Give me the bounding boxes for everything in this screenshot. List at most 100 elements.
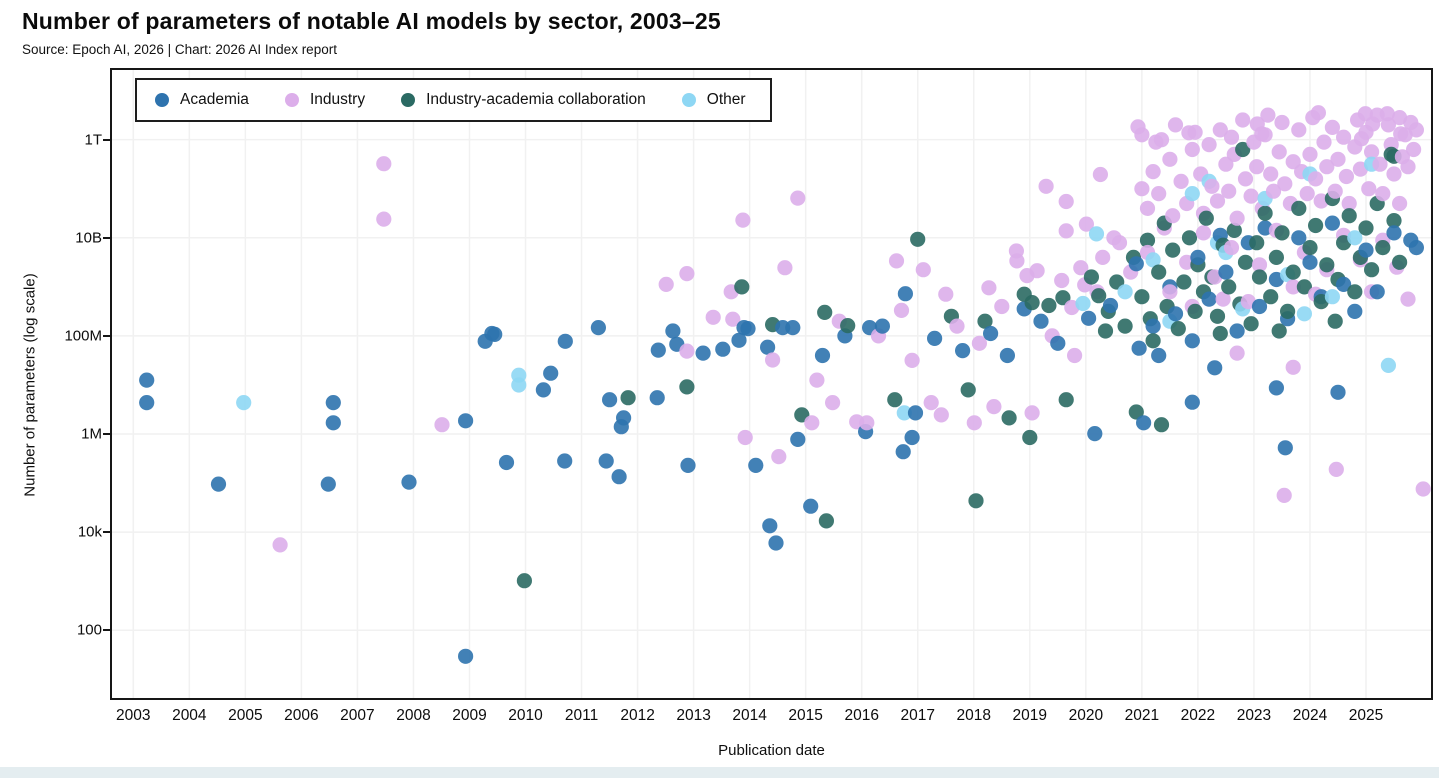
scatter-point bbox=[1055, 290, 1071, 306]
scatter-point bbox=[790, 431, 806, 447]
legend-label: Industry-academia collaboration bbox=[426, 91, 646, 108]
scatter-point bbox=[679, 343, 695, 359]
scatter-point bbox=[740, 321, 756, 337]
scatter-point bbox=[1265, 183, 1282, 199]
gridlines bbox=[112, 70, 1431, 698]
scatter-point bbox=[1336, 276, 1352, 292]
scatter-point bbox=[893, 302, 910, 318]
scatter-point bbox=[325, 395, 341, 411]
scatter-point bbox=[1226, 222, 1242, 238]
x-tick-label: 2016 bbox=[844, 707, 879, 724]
x-tick-label: 2025 bbox=[1348, 707, 1384, 724]
scatter-point bbox=[1009, 253, 1025, 269]
scatter-point bbox=[1145, 252, 1161, 268]
scatter-point bbox=[139, 395, 155, 411]
scatter-point bbox=[1195, 225, 1212, 241]
scatter-point bbox=[1347, 303, 1363, 319]
scatter-point bbox=[1184, 141, 1200, 158]
scatter-point bbox=[1024, 295, 1040, 311]
scatter-point bbox=[804, 415, 820, 431]
x-tick-label: 2014 bbox=[732, 707, 767, 724]
page-title: Number of parameters of notable AI model… bbox=[22, 8, 721, 34]
scatter-point bbox=[960, 382, 976, 398]
scatter-point bbox=[790, 190, 806, 206]
legend-label: Industry bbox=[309, 91, 366, 108]
scatter-point bbox=[1058, 223, 1074, 239]
scatter-point bbox=[616, 410, 632, 426]
scatter-point bbox=[1024, 405, 1040, 421]
scatter-point bbox=[1372, 156, 1388, 172]
x-tick-label: 2006 bbox=[284, 707, 319, 724]
scatter-point bbox=[1408, 122, 1424, 138]
scatter-point bbox=[1218, 264, 1234, 280]
scatter-point bbox=[1330, 151, 1346, 167]
scatter-point bbox=[825, 395, 841, 411]
scatter-point bbox=[1299, 186, 1315, 202]
scatter-point bbox=[272, 537, 288, 553]
x-tick-label: 2017 bbox=[900, 707, 935, 724]
y-tick-label: 1M bbox=[81, 425, 102, 443]
scatter-point bbox=[1139, 232, 1156, 248]
scatter-point bbox=[1358, 242, 1374, 258]
scatter-point bbox=[1268, 380, 1284, 396]
scatter-point bbox=[1380, 117, 1396, 133]
scatter-point bbox=[1215, 291, 1231, 307]
scatter-point bbox=[320, 476, 336, 492]
scatter-point bbox=[1341, 195, 1357, 212]
x-tick-label: 2015 bbox=[788, 707, 823, 724]
scatter-point bbox=[1058, 193, 1074, 210]
scatter-point bbox=[1153, 132, 1170, 148]
scatter-point bbox=[1170, 321, 1186, 337]
scatter-point bbox=[1251, 298, 1268, 315]
scatter-point bbox=[859, 415, 875, 431]
scatter-point bbox=[938, 286, 954, 302]
scatter-point bbox=[1050, 335, 1066, 351]
scatter-point bbox=[1134, 181, 1150, 197]
scatter-point bbox=[731, 332, 747, 348]
scatter-point bbox=[1162, 284, 1178, 300]
x-tick-label: 2007 bbox=[340, 707, 375, 724]
legend-label: Academia bbox=[180, 91, 249, 108]
scatter-point bbox=[1263, 166, 1279, 182]
scatter-point bbox=[511, 377, 527, 393]
scatter-point bbox=[1176, 274, 1192, 290]
scatter-point bbox=[1083, 269, 1099, 285]
scatter-point bbox=[1237, 171, 1254, 187]
scatter-point bbox=[923, 395, 939, 411]
scatter-point bbox=[1235, 112, 1251, 128]
academia-dot-icon bbox=[155, 93, 169, 107]
scatter-point bbox=[897, 286, 914, 302]
scatter-point bbox=[695, 345, 711, 361]
scatter-point bbox=[1212, 325, 1228, 342]
scatter-point bbox=[1165, 208, 1181, 224]
scatter-point bbox=[955, 343, 971, 359]
scatter-point bbox=[809, 372, 825, 388]
scatter-point bbox=[1167, 117, 1184, 133]
y-tick-mark bbox=[103, 138, 110, 141]
scatter-point bbox=[1184, 186, 1200, 202]
scatter-point bbox=[1327, 313, 1343, 329]
y-tick-mark bbox=[103, 433, 110, 436]
scatter-point bbox=[927, 330, 943, 346]
scatter-point bbox=[1369, 284, 1385, 300]
y-tick-mark bbox=[103, 531, 110, 534]
scatter-point bbox=[658, 276, 674, 292]
y-tick-label: 1T bbox=[84, 131, 102, 149]
x-tick-label: 2018 bbox=[956, 707, 992, 724]
scatter-point bbox=[1111, 235, 1128, 251]
scatter-point bbox=[1237, 254, 1254, 270]
scatter-point bbox=[1310, 105, 1326, 121]
scatter-point bbox=[1291, 200, 1307, 216]
scatter-point bbox=[1316, 134, 1332, 150]
x-tick-label: 2023 bbox=[1236, 707, 1272, 724]
scatter-point bbox=[139, 372, 155, 388]
scatter-point bbox=[966, 415, 982, 431]
scatter-point bbox=[1406, 141, 1422, 158]
x-axis-title: Publication date bbox=[718, 742, 825, 759]
scatter-point bbox=[887, 392, 903, 408]
scatter-point bbox=[1260, 107, 1276, 123]
scatter-point bbox=[458, 648, 474, 664]
scatter-point bbox=[1327, 183, 1343, 199]
scatter-point bbox=[498, 454, 515, 471]
scatter-point bbox=[1341, 208, 1357, 224]
